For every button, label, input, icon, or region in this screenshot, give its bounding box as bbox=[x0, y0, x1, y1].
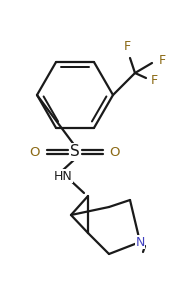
Text: F: F bbox=[124, 40, 131, 53]
Text: O: O bbox=[110, 146, 120, 158]
Text: S: S bbox=[70, 144, 80, 160]
Text: F: F bbox=[151, 74, 158, 88]
Text: O: O bbox=[30, 146, 40, 158]
Text: HN: HN bbox=[54, 170, 72, 182]
Text: F: F bbox=[159, 55, 166, 67]
Text: N: N bbox=[135, 235, 145, 249]
